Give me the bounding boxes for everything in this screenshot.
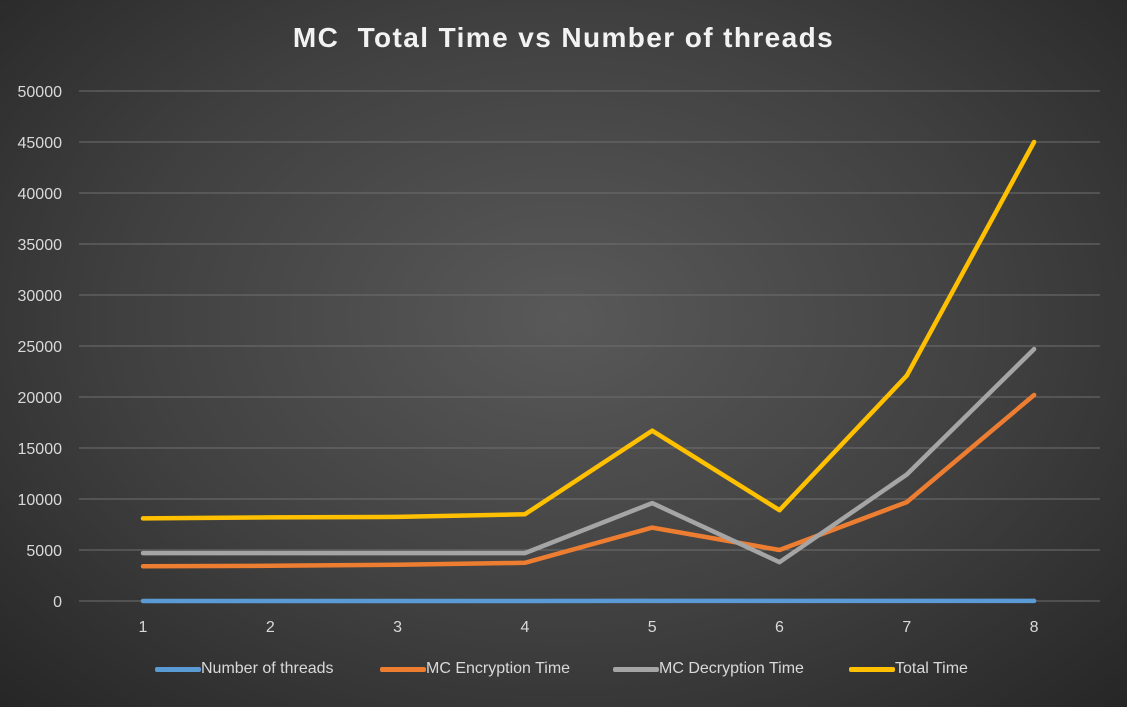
x-axis-tick-labels: 1 2 3 4 5 6 7 8 [139,619,1039,636]
data-point [395,514,400,519]
y-tick-label: 40000 [18,186,63,203]
data-point [522,598,527,603]
y-tick-label: 25000 [18,339,63,356]
legend-label: MC Decryption Time [659,660,804,677]
x-tick-label: 7 [902,619,911,636]
x-tick-label: 6 [775,619,784,636]
data-point [650,428,655,433]
data-point [141,564,145,569]
data-point [904,598,909,603]
series-line-mc-encryption-time [140,392,1037,569]
legend-label: MC Encryption Time [426,660,571,677]
data-point [395,551,400,556]
data-point [650,525,655,530]
legend-item: Total Time [849,660,968,678]
x-tick-label: 1 [139,619,148,636]
data-point [395,562,400,567]
y-tick-label: 5000 [26,543,62,560]
data-point [268,551,273,556]
legend-swatch [849,666,895,672]
y-tick-label: 15000 [18,441,63,458]
series-line-mc-decryption-time [140,346,1037,565]
data-point [904,373,909,378]
data-point [522,560,527,565]
data-point [777,548,782,552]
y-tick-label: 20000 [18,390,63,407]
legend-item: Number of threads [155,660,334,678]
legend-item: MC Decryption Time [613,660,804,678]
data-point [1032,392,1037,397]
y-tick-label: 0 [53,594,62,611]
data-point [904,500,909,505]
legend-swatch [155,666,201,672]
legend-swatch [380,666,426,672]
data-point [777,508,782,513]
data-point [1032,598,1037,603]
chart-title: MC Total Time vs Number of threads [292,22,835,53]
y-tick-label: 10000 [18,492,63,509]
legend-swatch [613,666,659,672]
y-tick-label: 35000 [18,237,63,254]
x-tick-label: 2 [266,619,275,636]
data-point [904,472,909,477]
legend-label: Total Time [895,660,968,677]
legend-item: MC Encryption Time [380,660,570,678]
x-tick-label: 4 [520,619,529,636]
data-point [141,598,145,603]
data-point [522,551,527,556]
x-tick-label: 3 [393,619,402,636]
data-point [1032,347,1037,352]
x-tick-label: 5 [648,619,657,636]
data-point [268,515,273,520]
data-point [268,598,273,603]
y-axis-tick-labels: 0 5000 10000 15000 20000 25000 30000 35000 40000… [18,84,63,611]
x-tick-label: 8 [1030,619,1039,636]
data-point [141,516,145,521]
data-point [141,551,145,556]
data-point [395,598,400,603]
legend-label: Number of threads [201,660,334,677]
y-tick-label: 50000 [18,84,63,101]
data-point [268,563,273,568]
data-point [522,512,527,517]
data-point [777,598,782,603]
data-point [1032,140,1037,144]
series-line-total-time [140,139,1037,521]
y-tick-label: 45000 [18,135,63,152]
legend: Number of threads MC Encryption Time MC De… [0,660,1127,684]
data-point [777,560,782,565]
data-point [650,598,655,603]
y-tick-label: 30000 [18,288,63,305]
data-point [650,501,655,506]
series-lines [140,139,1037,604]
gridlines [79,90,1100,602]
